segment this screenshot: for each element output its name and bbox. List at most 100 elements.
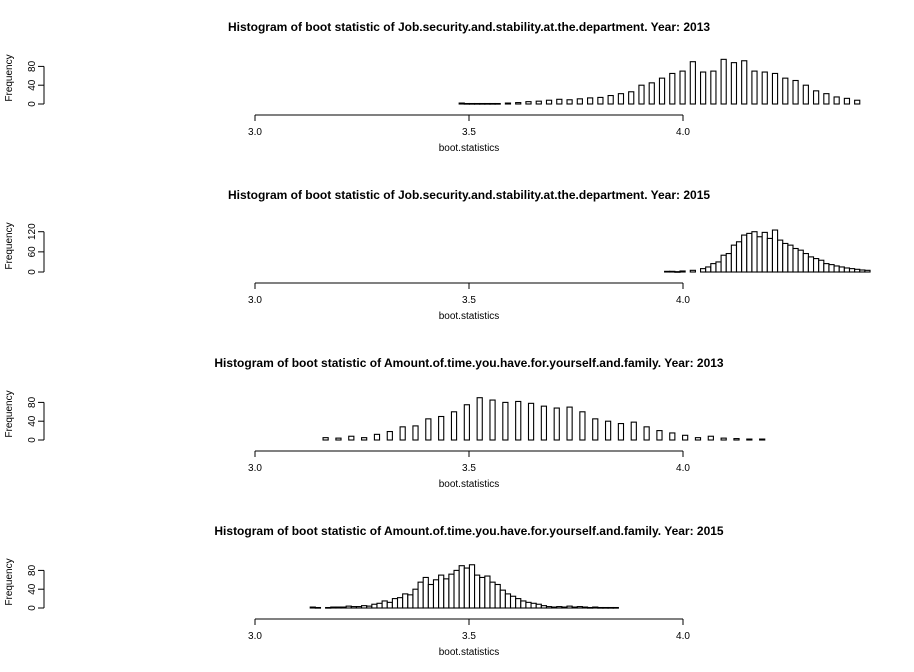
y-tick-label: 0 — [27, 605, 38, 611]
histogram-bar — [504, 593, 512, 609]
histogram-bar — [366, 605, 373, 609]
histogram-bar — [335, 606, 342, 609]
histogram-bar — [756, 236, 763, 273]
histogram-bar — [679, 270, 686, 273]
histogram-bar — [322, 437, 329, 441]
histogram-bar — [525, 601, 532, 609]
histogram-bar — [489, 581, 496, 609]
x-tick-label: 3.0 — [248, 295, 262, 306]
histogram-bar — [553, 407, 560, 441]
plot-area: 3.0 3.5 4.0 0 40 80 — [27, 396, 766, 474]
y-axis-label: Frequency — [4, 558, 15, 605]
histogram-bar — [705, 266, 712, 273]
histogram-bar — [807, 256, 815, 273]
histogram-bar — [720, 437, 727, 441]
histogram-bar — [761, 231, 768, 273]
histogram-bar — [787, 244, 794, 273]
y-tick-label: 0 — [27, 437, 38, 443]
x-tick-label: 3.5 — [462, 463, 476, 474]
histogram-bar — [669, 432, 676, 441]
histogram-bar — [782, 77, 789, 105]
histogram-bar — [551, 606, 558, 609]
histogram-bar — [823, 93, 830, 105]
histogram-bar — [479, 576, 486, 609]
histogram-bar — [504, 102, 512, 105]
histogram-bar — [350, 606, 357, 609]
histogram-bar — [407, 594, 414, 609]
histogram-bar — [371, 603, 378, 609]
histogram-bar — [848, 268, 856, 273]
plot-area: 3.0 3.5 4.0 0 40 80 — [27, 564, 690, 642]
histogram-bar — [540, 605, 548, 609]
histogram-bar — [348, 435, 355, 441]
histogram-bar — [679, 70, 686, 105]
histogram-panel-4: Histogram of boot statistic of Amount.of… — [4, 524, 724, 658]
histogram-bar — [402, 593, 409, 609]
histogram-bar — [833, 96, 840, 105]
histogram-bar — [474, 574, 481, 609]
histogram-bar — [802, 84, 809, 105]
y-axis-label: Frequency — [4, 390, 15, 437]
histogram-bar — [838, 266, 845, 273]
histogram-bar — [450, 411, 458, 441]
histogram-panel-2: Histogram of boot statistic of Job.secur… — [4, 188, 871, 322]
histogram-bar — [699, 71, 707, 105]
histogram-bar — [474, 102, 481, 105]
chart-title: Histogram of boot statistic of Job.secur… — [228, 188, 710, 202]
x-tick-label: 3.5 — [462, 631, 476, 642]
histogram-bar — [746, 232, 753, 273]
histogram-bar — [699, 268, 707, 273]
histogram-bar — [361, 605, 368, 609]
histogram-bar — [669, 72, 676, 105]
histogram-bar — [833, 265, 840, 273]
histogram-bar — [751, 70, 758, 105]
histogram-bar — [525, 101, 532, 105]
histogram-bar — [812, 258, 820, 273]
histogram-bar — [587, 97, 594, 105]
histogram-bar — [612, 606, 619, 609]
histogram-bar — [448, 573, 455, 609]
histogram-bar — [391, 598, 399, 609]
histogram-bar — [412, 425, 419, 441]
histogram-bar — [515, 598, 522, 609]
histogram-bar — [710, 70, 717, 105]
histogram-bar — [545, 606, 553, 609]
y-tick-label: 80 — [27, 564, 38, 576]
histogram-panel-3: Histogram of boot statistic of Amount.of… — [4, 356, 766, 490]
histogram-bar — [715, 261, 722, 273]
histogram-bar — [628, 91, 635, 105]
chart-title: Histogram of boot statistic of Amount.of… — [214, 524, 724, 538]
histogram-bar — [561, 606, 568, 609]
histogram-bar — [527, 402, 535, 441]
histogram-bar — [759, 438, 766, 441]
histogram-bar — [453, 569, 460, 609]
histogram-bar — [386, 601, 393, 609]
y-tick-label: 80 — [27, 396, 38, 408]
histogram-bar — [854, 99, 861, 105]
y-tick-label: 0 — [27, 101, 38, 107]
histogram-bar — [361, 437, 368, 441]
histogram-bar — [592, 418, 599, 441]
histogram-bar — [479, 102, 486, 105]
histogram-panel-1: Histogram of boot statistic of Job.secur… — [4, 20, 861, 154]
histogram-bar — [566, 605, 573, 609]
histogram-bar — [468, 564, 476, 609]
histogram-bar — [854, 268, 861, 273]
y-tick-label: 0 — [27, 269, 38, 275]
histogram-bar — [766, 237, 774, 273]
histogram-bar — [427, 583, 435, 609]
histogram-bar — [658, 77, 666, 105]
histogram-bar — [515, 102, 522, 105]
histogram-bar — [761, 71, 768, 105]
histogram-bar — [458, 102, 465, 105]
x-tick-label: 3.5 — [462, 127, 476, 138]
histogram-bar — [720, 58, 727, 105]
y-tick-label: 40 — [27, 79, 38, 91]
histogram-bar — [730, 244, 738, 273]
histogram-bar — [592, 606, 599, 609]
histogram-bar — [792, 79, 799, 105]
histogram-bar — [340, 606, 347, 609]
histogram-bar — [581, 606, 589, 609]
x-axis-label: boot.statistics — [439, 311, 500, 322]
